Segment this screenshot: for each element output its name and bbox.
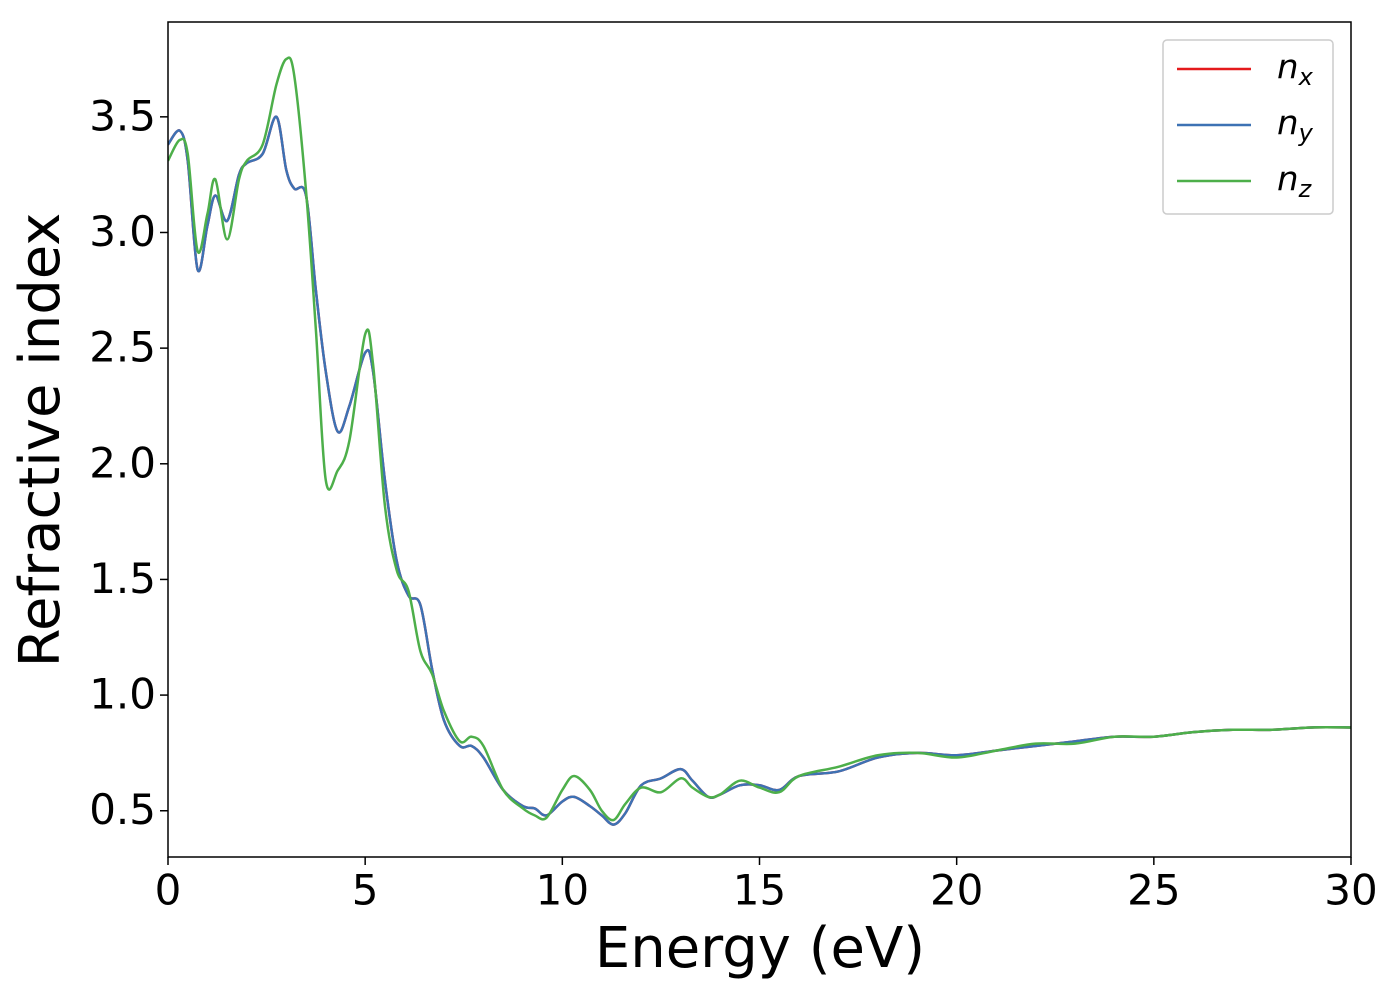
legend-box (1162, 39, 1334, 215)
x-tick-label: 15 (733, 866, 786, 915)
x-tick-label: 10 (536, 866, 589, 915)
y-tick-label: 2.0 (89, 438, 156, 487)
x-tick-label: 20 (930, 866, 983, 915)
x-axis-label: Energy (eV) (595, 916, 925, 981)
y-tick-label: 3.5 (89, 91, 156, 140)
x-tick-label: 0 (155, 866, 182, 915)
x-tick-label: 30 (1324, 866, 1377, 915)
plot-frame (167, 21, 1352, 858)
x-tick-label: 5 (352, 866, 379, 915)
y-tick-label: 2.5 (89, 323, 156, 372)
y-tick-label: 3.0 (89, 207, 156, 256)
y-tick-label: 0.5 (89, 785, 156, 834)
x-tick-label: 25 (1127, 866, 1180, 915)
y-tick-label: 1.5 (89, 554, 156, 603)
series-line (168, 56, 1351, 822)
y-axis-label: Refractive index (8, 213, 73, 668)
y-tick-label: 1.0 (89, 670, 156, 719)
